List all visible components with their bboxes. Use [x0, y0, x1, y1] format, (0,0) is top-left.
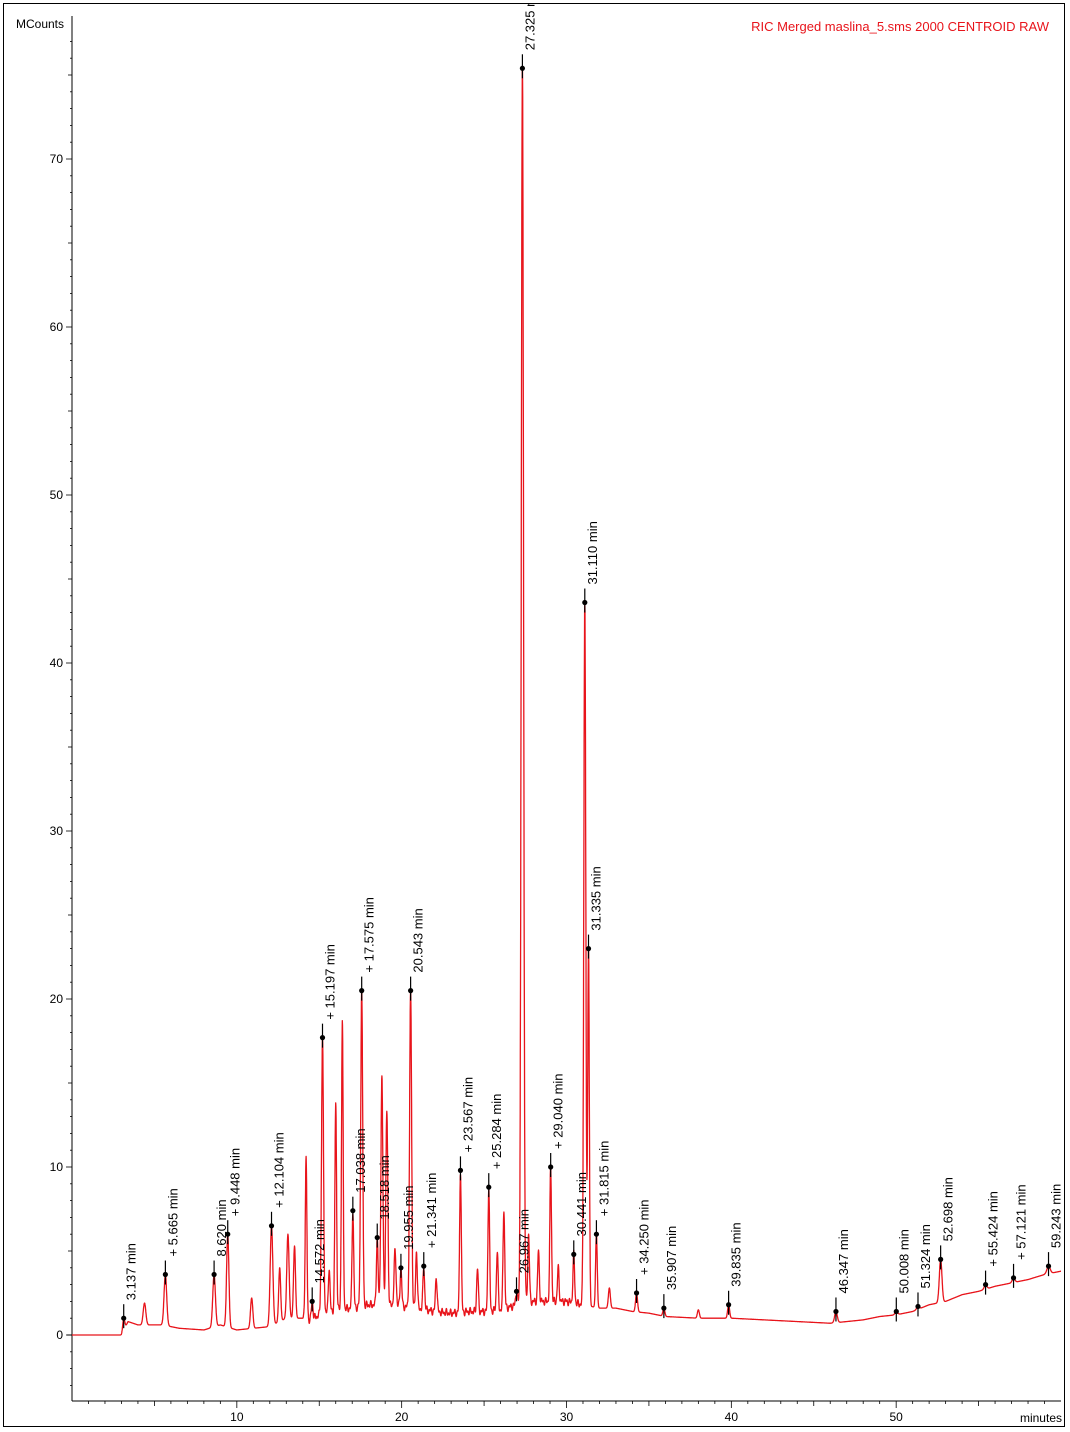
x-tick-label: 30 [560, 1410, 574, 1424]
peak-marker-dot [726, 1302, 732, 1308]
peak-label: + 17.575 min [362, 897, 377, 973]
peak-label: 14.572 min [312, 1219, 327, 1283]
x-tick-label: 20 [395, 1410, 409, 1424]
x-tick-label: 10 [230, 1410, 244, 1424]
peak-label: 50.008 min [896, 1229, 911, 1293]
axis-ticks: 0 10 20 30 40 50 60 70 10 20 30 40 50 [50, 41, 1045, 1424]
peak-label: + 21.341 min [424, 1173, 439, 1249]
peak-label: 26.967 min [517, 1209, 532, 1273]
peak-marker-dot [408, 988, 414, 994]
peak-label: 8.620 min [214, 1199, 229, 1256]
peak-marker-dot [319, 1035, 326, 1041]
peak-label: + 25.284 min [489, 1094, 504, 1170]
y-tick-label: 20 [50, 992, 64, 1006]
peak-marker-dot [457, 1167, 464, 1173]
peak-label: 20.543 min [411, 908, 426, 972]
peak-marker-dot [938, 1256, 944, 1262]
y-tick-label: 10 [50, 1160, 64, 1174]
peak-marker-dot [1045, 1263, 1052, 1269]
y-tick-label: 40 [50, 656, 64, 670]
peak-marker-dot [309, 1298, 315, 1304]
peak-label: + 55.424 min [986, 1191, 1001, 1267]
peak-label: 18.518 min [377, 1155, 392, 1219]
peak-marker-dot [350, 1208, 356, 1214]
peak-marker-dot [982, 1282, 989, 1288]
peak-label: 31.335 min [589, 866, 604, 930]
peak-marker-dot [359, 988, 365, 994]
peak-label: 59.243 min [1049, 1184, 1064, 1248]
y-tick-label: 0 [56, 1328, 63, 1342]
peak-label: + 15.197 min [322, 944, 337, 1020]
peak-marker-dot [633, 1290, 640, 1296]
peak-marker-dot [374, 1234, 380, 1241]
peak-marker-dot [519, 65, 526, 71]
peak-label: 39.835 min [729, 1222, 744, 1286]
peak-marker-dot [593, 1231, 600, 1237]
peak-label: 51.324 min [918, 1224, 933, 1288]
peak-label: 31.110 min [585, 521, 600, 584]
x-axis-label: minutes [1020, 1411, 1062, 1425]
peak-marker-dot [548, 1164, 554, 1170]
peak-label: + 23.567 min [460, 1077, 475, 1153]
peak-marker-dot [162, 1271, 168, 1278]
peak-marker-dot [661, 1305, 667, 1311]
chromatogram-trace [71, 68, 1062, 1336]
peak-marker-dot [833, 1308, 839, 1315]
peak-marker-dot [225, 1231, 231, 1237]
peak-label: + 29.040 min [551, 1073, 566, 1149]
peak-label: 52.698 min [941, 1177, 956, 1241]
x-tick-label: 40 [725, 1410, 739, 1424]
peak-marker-dot [585, 946, 592, 952]
y-tick-label: 50 [50, 488, 64, 502]
chart-frame: RIC Merged maslina_5.sms 2000 CENTROID R… [3, 3, 1065, 1427]
peak-label: 35.907 min [664, 1226, 679, 1290]
peak-label: 46.347 min [836, 1229, 851, 1293]
peak-label: 3.137 min [124, 1243, 139, 1300]
peak-marker-dot [121, 1315, 127, 1321]
x-tick-label: 50 [889, 1410, 903, 1424]
peak-marker-dot [893, 1308, 899, 1315]
peak-marker-dot [268, 1223, 275, 1229]
y-axis-label: MCounts [16, 17, 64, 31]
peak-label: + 9.448 min [228, 1148, 243, 1216]
peak-label: + 31.815 min [596, 1141, 611, 1217]
peak-marker-dot [486, 1184, 492, 1190]
peak-marker-dot [915, 1303, 921, 1310]
peak-marker-dot [571, 1251, 577, 1257]
peak-marker-dot [398, 1265, 404, 1271]
peak-marker-dot [211, 1271, 217, 1278]
peak-marker-dot [582, 599, 588, 606]
peak-annotations: 3.137 min + 5.665 min 8.620 min+ 9.448 min… [124, 4, 1064, 1300]
axes [67, 16, 1061, 1402]
peak-markers [121, 54, 1052, 1329]
peak-label: 19.955 min [401, 1185, 416, 1249]
peak-label: 30.441 min [574, 1172, 589, 1236]
chromatogram-chart: RIC Merged maslina_5.sms 2000 CENTROID R… [16, 4, 1064, 1425]
y-tick-label: 30 [50, 824, 64, 838]
peak-label: + 12.104 min [272, 1132, 287, 1208]
y-tick-label: 60 [50, 320, 64, 334]
peak-label: 27.325 n [522, 4, 537, 50]
peak-marker-dot [513, 1288, 520, 1294]
peak-label: + 57.121 min [1014, 1184, 1029, 1260]
peak-marker-dot [421, 1263, 427, 1269]
peak-marker-dot [1010, 1275, 1017, 1281]
chart-title: RIC Merged maslina_5.sms 2000 CENTROID R… [751, 19, 1050, 34]
peak-label: + 34.250 min [637, 1199, 652, 1275]
y-tick-label: 70 [50, 152, 64, 166]
peak-label: + 5.665 min [165, 1188, 180, 1256]
peak-label: 17.038 min [353, 1128, 368, 1192]
